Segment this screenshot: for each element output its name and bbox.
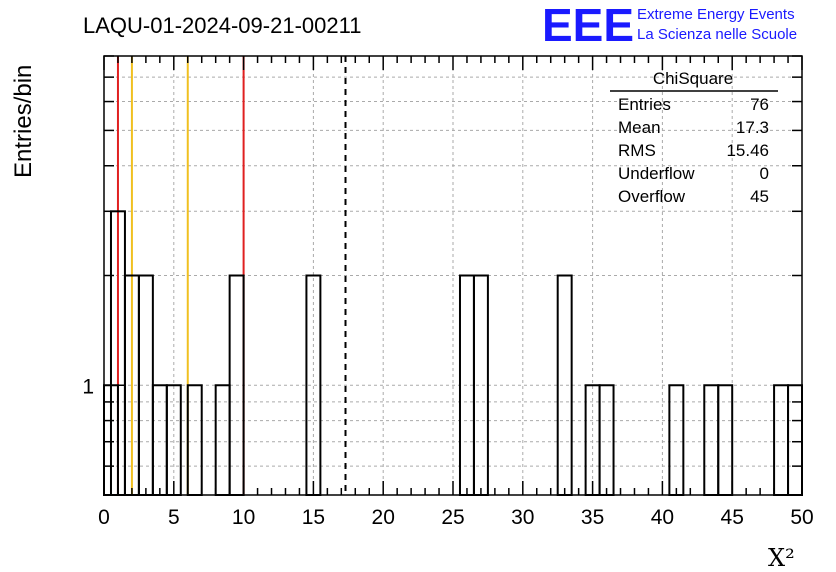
stats-label-mean: Mean [618, 118, 661, 137]
x-tick-label: 50 [790, 506, 813, 529]
x-tick-label: 0 [98, 506, 110, 529]
logo-line-2: La Scienza nelle Scuole [637, 26, 797, 43]
grid-lines [104, 56, 802, 495]
x-axis-label: X² [768, 544, 795, 572]
stats-title: ChiSquare [653, 69, 733, 88]
eee-logo: EEE [542, 0, 634, 51]
stats-value-entries: 76 [750, 95, 769, 114]
stats-value-underflow: 0 [760, 164, 769, 183]
x-tick-label: 30 [511, 506, 534, 529]
x-tick-label: 5 [168, 506, 180, 529]
axes: 0 5 10 15 20 25 30 35 40 45 50 1 [82, 55, 814, 529]
x-tick-label: 40 [651, 506, 674, 529]
stats-value-overflow: 45 [750, 187, 769, 206]
histogram-bar [598, 384, 615, 496]
histogram-bar [214, 384, 231, 496]
x-tick-label: 20 [372, 506, 395, 529]
x-tick-label: 45 [721, 506, 744, 529]
stats-label-underflow: Underflow [618, 164, 695, 183]
x-tick-label: 25 [441, 506, 464, 529]
stats-value-rms: 15.46 [726, 141, 769, 160]
logo-line-1: Extreme Energy Events [637, 6, 795, 23]
y-tick-label: 1 [82, 375, 94, 398]
x-tick-label: 10 [232, 506, 255, 529]
stats-box: ChiSquare Entries 76 Mean 17.3 RMS 15.46… [610, 69, 778, 206]
run-title: LAQU-01-2024-09-21-00211 [83, 13, 361, 38]
x-tick-label: 35 [581, 506, 604, 529]
y-axis-label: Entries/bin [10, 65, 37, 178]
stats-value-mean: 17.3 [736, 118, 769, 137]
stats-label-rms: RMS [618, 141, 656, 160]
histogram-bar [556, 274, 573, 496]
stats-label-entries: Entries [618, 95, 671, 114]
x-tick-label: 15 [302, 506, 325, 529]
stats-label-overflow: Overflow [618, 187, 686, 206]
